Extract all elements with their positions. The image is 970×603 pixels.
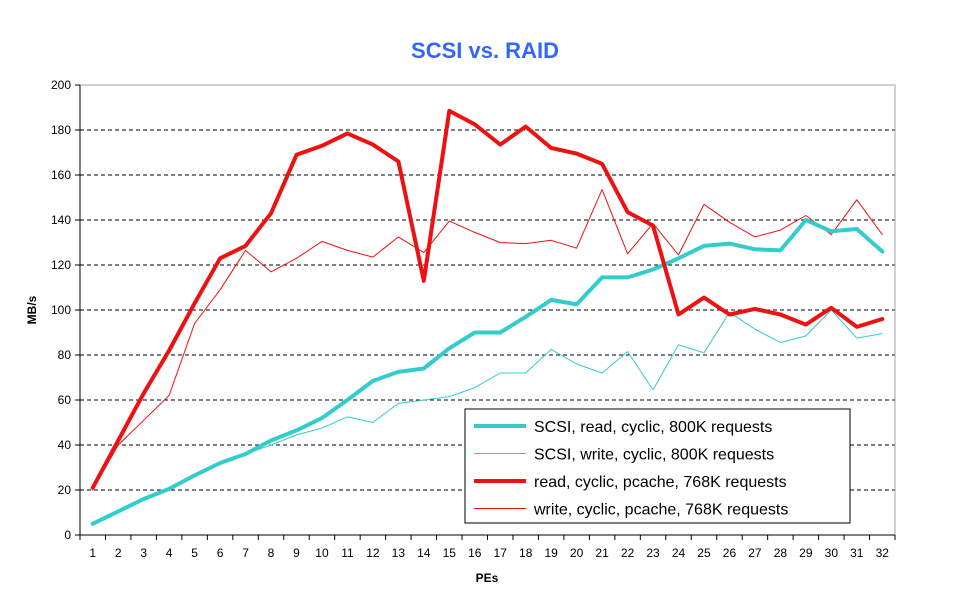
x-tick-label: 1 bbox=[89, 546, 96, 560]
x-tick-label: 14 bbox=[417, 546, 431, 560]
x-tick-label: 32 bbox=[876, 546, 890, 560]
x-tick-label: 10 bbox=[315, 546, 329, 560]
legend-label: SCSI, write, cyclic, 800K requests bbox=[534, 447, 774, 464]
x-tick-label: 9 bbox=[293, 546, 300, 560]
series-line bbox=[92, 189, 883, 491]
x-tick-label: 4 bbox=[166, 546, 173, 560]
series-lines bbox=[90, 108, 885, 526]
x-tick-label: 29 bbox=[799, 546, 813, 560]
x-tick-label: 25 bbox=[697, 546, 711, 560]
x-tick-label: 31 bbox=[850, 546, 864, 560]
x-tick-label: 28 bbox=[774, 546, 788, 560]
x-tick-label: 8 bbox=[268, 546, 275, 560]
x-tick-label: 20 bbox=[570, 546, 584, 560]
chart-title: SCSI vs. RAID bbox=[411, 38, 559, 63]
y-axis-ticks: 0 20 40 60 80 100 120 140 160 180 200 bbox=[51, 78, 80, 542]
x-tick-label: 21 bbox=[595, 546, 609, 560]
x-tick-label: 23 bbox=[646, 546, 660, 560]
x-tick-label: 2 bbox=[115, 546, 122, 560]
y-tick-label: 20 bbox=[58, 483, 72, 497]
legend-label: write, cyclic, pcache, 768K requests bbox=[533, 502, 788, 519]
y-tick-label: 60 bbox=[58, 393, 72, 407]
x-tick-label: 30 bbox=[825, 546, 839, 560]
x-tick-label: 5 bbox=[191, 546, 198, 560]
y-tick-label: 0 bbox=[64, 528, 71, 542]
x-axis-ticks: 1 2 3 4 5 6 7 8 9 10 11 12 13 14 15 16 17 18 19 20 21 22 23 24 2… bbox=[79, 535, 896, 560]
legend-label: SCSI, read, cyclic, 800K requests bbox=[534, 419, 772, 436]
y-axis-label: MB/s bbox=[25, 295, 39, 324]
series-line bbox=[90, 108, 885, 490]
y-tick-label: 160 bbox=[51, 168, 71, 182]
x-tick-label: 19 bbox=[544, 546, 558, 560]
y-tick-label: 80 bbox=[58, 348, 72, 362]
y-tick-label: 140 bbox=[51, 213, 71, 227]
x-tick-label: 3 bbox=[140, 546, 147, 560]
x-tick-label: 6 bbox=[217, 546, 224, 560]
x-tick-label: 24 bbox=[672, 546, 686, 560]
y-tick-label: 180 bbox=[51, 123, 71, 137]
x-tick-label: 7 bbox=[242, 546, 249, 560]
x-axis-label: PEs bbox=[476, 571, 499, 585]
x-tick-label: 12 bbox=[366, 546, 380, 560]
legend: SCSI, read, cyclic, 800K requests SCSI, w… bbox=[464, 408, 851, 524]
x-tick-label: 26 bbox=[723, 546, 737, 560]
x-tick-label: 27 bbox=[748, 546, 762, 560]
y-tick-label: 120 bbox=[51, 258, 71, 272]
x-tick-label: 15 bbox=[443, 546, 457, 560]
legend-label: read, cyclic, pcache, 768K requests bbox=[534, 474, 787, 491]
x-tick-label: 18 bbox=[519, 546, 533, 560]
legend-box bbox=[464, 408, 851, 524]
x-tick-label: 17 bbox=[494, 546, 508, 560]
y-tick-label: 40 bbox=[58, 438, 72, 452]
x-tick-label: 11 bbox=[341, 546, 354, 560]
x-tick-label: 22 bbox=[621, 546, 635, 560]
x-tick-label: 16 bbox=[468, 546, 482, 560]
series-line bbox=[90, 218, 885, 526]
y-tick-label: 200 bbox=[51, 78, 71, 92]
y-tick-label: 100 bbox=[51, 303, 71, 317]
x-tick-label: 13 bbox=[392, 546, 406, 560]
